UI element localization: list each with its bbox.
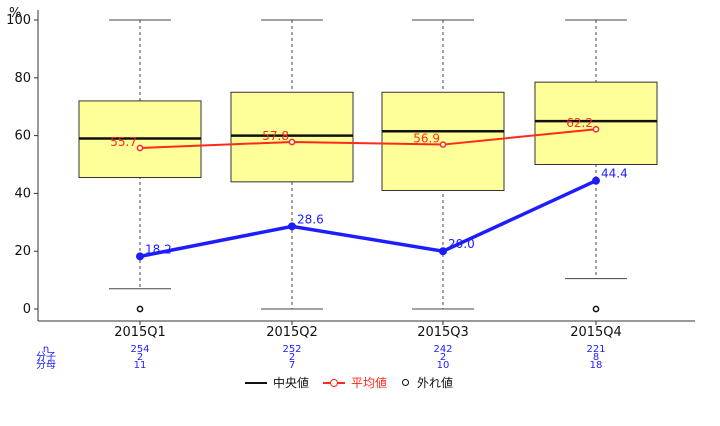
boxes bbox=[78, 19, 658, 313]
mean-point bbox=[592, 125, 600, 133]
count-value: 18 bbox=[590, 360, 603, 371]
rate-series: 18.2 28.6 20.0 44.4 bbox=[136, 167, 628, 261]
rate-point bbox=[592, 176, 600, 185]
mean-data-label: 55.7 bbox=[110, 135, 137, 149]
rate-point bbox=[136, 252, 144, 261]
count-value: 11 bbox=[134, 360, 147, 371]
y-tick-label: 80 bbox=[14, 71, 31, 86]
rate-point bbox=[288, 222, 296, 231]
count-value: 2 bbox=[289, 352, 295, 363]
count-row-label: 分子 bbox=[36, 351, 56, 363]
axes: % bbox=[9, 6, 695, 322]
y-ticks: 0 20 40 60 80 100 bbox=[6, 13, 38, 317]
rate-data-label: 20.0 bbox=[448, 237, 475, 251]
y-tick-label: 40 bbox=[14, 186, 31, 201]
count-value: 252 bbox=[282, 344, 301, 355]
box-2015Q2 bbox=[230, 19, 354, 310]
mean-series: 55.7 57.8 56.9 62.2 bbox=[110, 116, 600, 152]
y-tick-label: 100 bbox=[6, 13, 31, 28]
legend-item-outlier: 外れ値 bbox=[401, 374, 453, 391]
y-axis-label: % bbox=[9, 6, 21, 21]
legend-outlier-label: 外れ値 bbox=[417, 376, 454, 390]
y-tick-label: 0 bbox=[23, 302, 31, 317]
count-value: 254 bbox=[130, 344, 149, 355]
x-tick-label: 2015Q1 bbox=[114, 325, 166, 340]
rate-data-label: 18.2 bbox=[145, 242, 172, 256]
mean-line bbox=[139, 128, 597, 150]
count-value: 2 bbox=[137, 352, 143, 363]
box-2015Q1 bbox=[78, 19, 202, 313]
outlier-point-icon bbox=[401, 376, 411, 390]
rate-data-label: 44.4 bbox=[601, 167, 628, 181]
count-value: 221 bbox=[586, 344, 605, 355]
x-labels: 2015Q1 2015Q2 2015Q3 2015Q4 bbox=[114, 321, 622, 340]
legend: 中央値 平均値 外れ値 bbox=[245, 374, 467, 391]
box-2015Q3 bbox=[381, 19, 505, 310]
box-body bbox=[534, 81, 658, 165]
x-tick-label: 2015Q3 bbox=[417, 325, 469, 340]
legend-item-median: 中央値 bbox=[245, 374, 309, 391]
box-body bbox=[230, 91, 354, 183]
rate-line bbox=[139, 179, 597, 259]
mean-point bbox=[439, 141, 447, 148]
median-line-icon bbox=[245, 376, 267, 390]
legend-item-mean: 平均値 bbox=[323, 374, 387, 391]
count-row-label: 分母 bbox=[36, 359, 56, 371]
count-value: 8 bbox=[593, 352, 599, 363]
rate-point bbox=[439, 247, 447, 256]
y-tick-label: 20 bbox=[14, 244, 31, 259]
mean-line-icon bbox=[323, 376, 346, 390]
count-value: 2 bbox=[440, 352, 446, 363]
count-value: 7 bbox=[289, 360, 295, 371]
y-tick-label: 60 bbox=[14, 129, 31, 144]
count-value: 242 bbox=[433, 344, 452, 355]
series: 55.7 57.8 56.9 62.2 18.2 28.6 20.0 44.4 bbox=[110, 116, 628, 261]
mean-data-label: 57.8 bbox=[262, 129, 289, 143]
mean-point bbox=[136, 144, 144, 152]
legend-median-label: 中央値 bbox=[273, 376, 310, 390]
legend-mean-label: 平均値 bbox=[351, 376, 388, 390]
x-tick-label: 2015Q4 bbox=[570, 325, 622, 340]
outlier-point bbox=[592, 305, 600, 313]
outlier-point bbox=[136, 305, 144, 313]
mean-data-label: 62.2 bbox=[566, 116, 593, 130]
x-tick-label: 2015Q2 bbox=[266, 325, 318, 340]
mean-point bbox=[288, 138, 296, 146]
rate-data-label: 28.6 bbox=[297, 212, 324, 226]
mean-data-label: 56.9 bbox=[413, 132, 440, 146]
count-row-label: n bbox=[43, 344, 49, 355]
count-value: 10 bbox=[437, 360, 450, 371]
box-2015Q4 bbox=[534, 19, 658, 313]
